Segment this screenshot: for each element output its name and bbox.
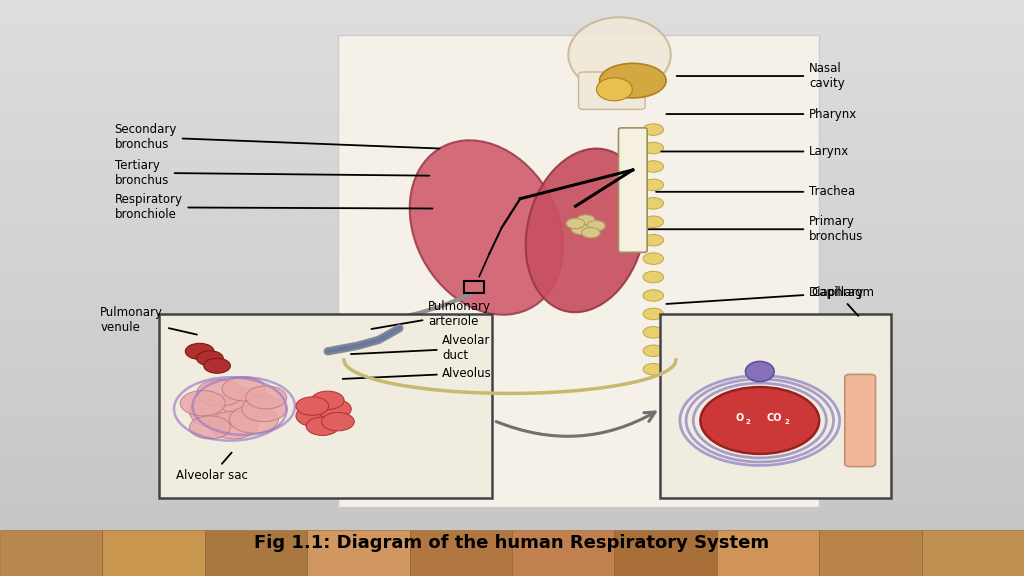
Circle shape <box>189 395 251 429</box>
Text: Larynx: Larynx <box>662 145 849 158</box>
Ellipse shape <box>643 345 664 357</box>
Text: 2: 2 <box>784 419 788 425</box>
Circle shape <box>296 405 335 427</box>
Circle shape <box>571 224 590 234</box>
Circle shape <box>180 391 225 416</box>
Ellipse shape <box>525 149 646 312</box>
FancyBboxPatch shape <box>102 530 205 576</box>
Circle shape <box>185 343 214 359</box>
Text: CO: CO <box>766 412 782 423</box>
Ellipse shape <box>568 17 671 92</box>
Circle shape <box>197 351 223 366</box>
Ellipse shape <box>643 327 664 338</box>
Ellipse shape <box>643 308 664 320</box>
Ellipse shape <box>643 142 664 154</box>
Circle shape <box>222 377 265 401</box>
Circle shape <box>197 380 244 406</box>
FancyBboxPatch shape <box>205 530 307 576</box>
Circle shape <box>221 388 274 418</box>
Circle shape <box>322 412 354 431</box>
Ellipse shape <box>596 78 632 101</box>
FancyBboxPatch shape <box>512 530 614 576</box>
Circle shape <box>189 416 230 439</box>
Ellipse shape <box>643 198 664 209</box>
FancyBboxPatch shape <box>717 530 819 576</box>
Ellipse shape <box>643 124 664 135</box>
Circle shape <box>311 391 344 410</box>
FancyBboxPatch shape <box>159 314 492 498</box>
FancyBboxPatch shape <box>579 72 645 109</box>
Circle shape <box>306 417 339 435</box>
Ellipse shape <box>643 234 664 246</box>
FancyBboxPatch shape <box>614 530 717 576</box>
FancyBboxPatch shape <box>338 35 819 507</box>
FancyBboxPatch shape <box>410 530 512 576</box>
Ellipse shape <box>643 363 664 375</box>
Ellipse shape <box>600 63 666 98</box>
Circle shape <box>582 228 600 238</box>
Text: Pulmonary
arteriole: Pulmonary arteriole <box>372 300 492 329</box>
Circle shape <box>577 215 595 225</box>
FancyBboxPatch shape <box>0 530 102 576</box>
Text: Fig 1.1: Diagram of the human Respiratory System: Fig 1.1: Diagram of the human Respirator… <box>254 534 770 552</box>
Text: Alveolus: Alveolus <box>343 367 493 380</box>
Circle shape <box>587 221 605 231</box>
Circle shape <box>242 396 287 422</box>
Circle shape <box>204 358 230 373</box>
Text: Trachea: Trachea <box>656 185 855 198</box>
Circle shape <box>246 386 287 409</box>
Ellipse shape <box>643 179 664 191</box>
FancyBboxPatch shape <box>922 530 1024 576</box>
Text: O: O <box>735 412 743 423</box>
FancyBboxPatch shape <box>660 314 891 498</box>
Text: Pulmonary
venule: Pulmonary venule <box>100 306 197 335</box>
Text: Tertiary
bronchus: Tertiary bronchus <box>115 159 429 187</box>
Ellipse shape <box>745 362 774 382</box>
FancyBboxPatch shape <box>307 530 410 576</box>
Circle shape <box>229 406 279 433</box>
FancyBboxPatch shape <box>845 374 876 467</box>
Text: Primary
bronchus: Primary bronchus <box>646 215 863 243</box>
FancyBboxPatch shape <box>618 128 647 252</box>
Text: Diaphragm: Diaphragm <box>667 286 874 304</box>
Circle shape <box>700 387 819 454</box>
Text: Alveolar sac: Alveolar sac <box>176 453 248 482</box>
Circle shape <box>316 399 351 419</box>
Ellipse shape <box>643 161 664 172</box>
FancyBboxPatch shape <box>819 530 922 576</box>
Text: Secondary
bronchus: Secondary bronchus <box>115 123 439 151</box>
Text: Alveolar
duct: Alveolar duct <box>351 335 490 362</box>
Text: Capillary: Capillary <box>811 286 863 316</box>
Circle shape <box>566 218 585 229</box>
Circle shape <box>209 411 258 439</box>
Ellipse shape <box>410 141 563 314</box>
Text: 2: 2 <box>745 419 750 425</box>
Ellipse shape <box>643 271 664 283</box>
Ellipse shape <box>643 290 664 301</box>
Text: Pharynx: Pharynx <box>667 108 857 120</box>
Ellipse shape <box>643 216 664 228</box>
Circle shape <box>296 397 329 415</box>
Text: Nasal
cavity: Nasal cavity <box>677 62 845 90</box>
Ellipse shape <box>643 253 664 264</box>
Text: Respiratory
bronchiole: Respiratory bronchiole <box>115 194 432 221</box>
